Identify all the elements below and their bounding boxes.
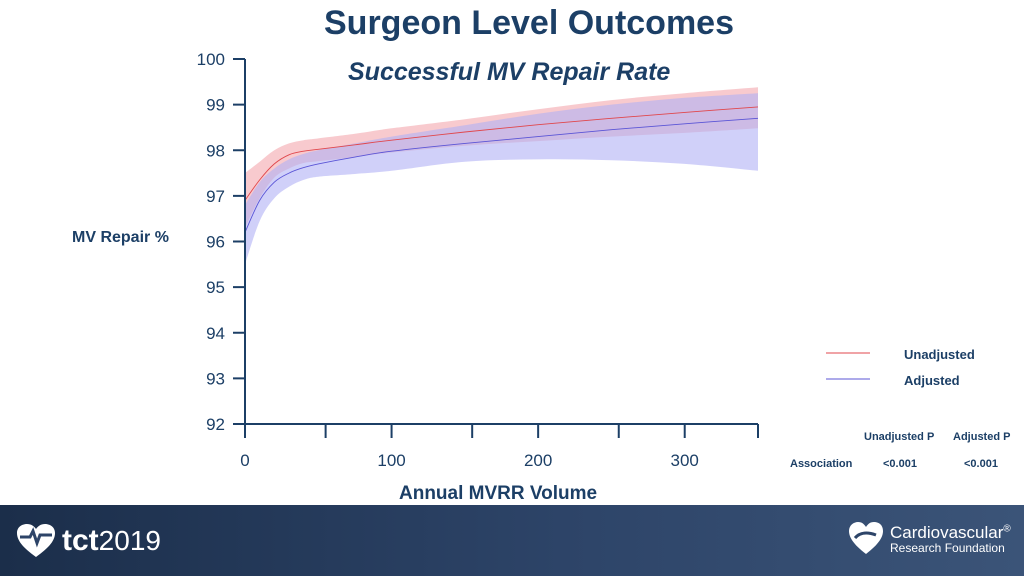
stats-value-unadjusted: <0.001 bbox=[883, 458, 917, 470]
x-axis-label: Annual MVRR Volume bbox=[399, 483, 598, 504]
crf-logo: Cardiovascular® Research Foundation bbox=[848, 521, 1011, 557]
page-title: Surgeon Level Outcomes bbox=[324, 4, 734, 42]
stats-header-adjusted: Adjusted P bbox=[953, 431, 1011, 443]
legend-label-unadjusted: Unadjusted bbox=[904, 347, 975, 362]
y-tick-label: 95 bbox=[206, 278, 225, 297]
y-tick-label: 97 bbox=[206, 187, 225, 206]
x-tick-label: 0 bbox=[240, 451, 249, 470]
y-tick-label: 99 bbox=[206, 96, 225, 115]
series-line-adjusted bbox=[244, 117, 759, 233]
stats-header-unadjusted: Unadjusted P bbox=[864, 431, 935, 443]
ci-band-adjusted bbox=[245, 93, 758, 265]
series-line-unadjusted bbox=[244, 106, 759, 201]
crf-logo-line2: Research Foundation bbox=[890, 540, 1005, 555]
legend-label-adjusted: Adjusted bbox=[904, 373, 960, 388]
y-tick-label: 100 bbox=[197, 50, 225, 69]
chart-title: Successful MV Repair Rate bbox=[348, 58, 671, 86]
y-tick-label: 96 bbox=[206, 233, 225, 252]
x-tick-label: 300 bbox=[671, 451, 699, 470]
y-tick-label: 93 bbox=[206, 369, 225, 388]
crf-logo-mark: ® bbox=[1003, 523, 1011, 535]
stats-row-label: Association bbox=[790, 458, 853, 470]
y-tick-label: 98 bbox=[206, 141, 225, 160]
x-tick-label: 100 bbox=[377, 451, 405, 470]
y-tick-label: 94 bbox=[206, 324, 225, 343]
heart-logo-icon bbox=[17, 524, 55, 557]
tct-logo: tct 2019 bbox=[16, 523, 161, 559]
crf-logo-line1: Cardiovascular bbox=[890, 522, 1004, 542]
stats-value-adjusted: <0.001 bbox=[964, 458, 998, 470]
crf-heart-icon bbox=[849, 522, 883, 554]
tct-logo-text: tct bbox=[62, 524, 99, 557]
x-tick-label: 200 bbox=[524, 451, 552, 470]
y-tick-label: 92 bbox=[206, 415, 225, 434]
tct-logo-year: 2019 bbox=[98, 525, 161, 556]
footer-bar: tct 2019 Cardiovascular® Research Founda… bbox=[0, 505, 1024, 576]
y-axis-label: MV Repair % bbox=[72, 229, 169, 246]
